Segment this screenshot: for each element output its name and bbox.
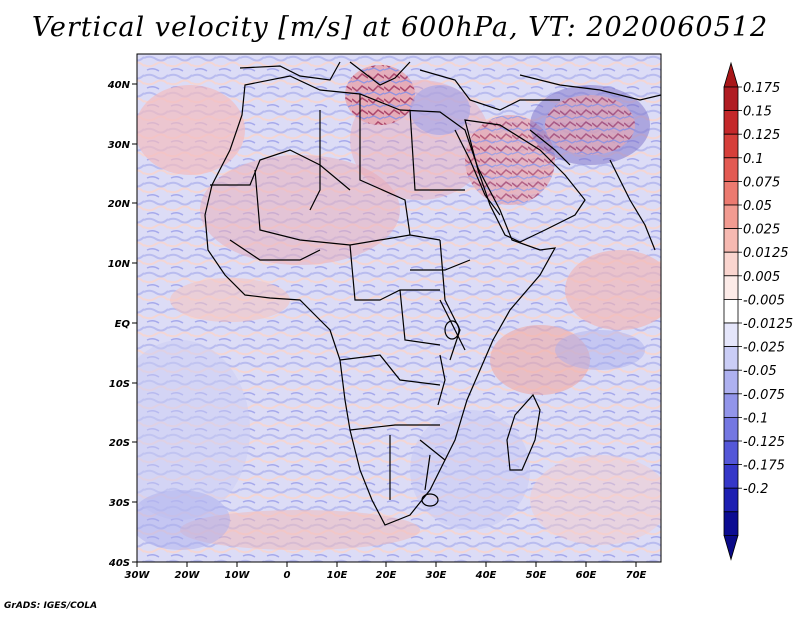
lat-label: 10S [109,379,130,390]
colorbar-swatch [723,110,739,135]
colorbar-label: -0.075 [743,388,785,403]
colorbar-swatch [723,86,739,112]
lon-label: 40E [475,570,497,581]
colorbar-swatch [723,251,739,277]
lat-label: EQ [115,319,131,330]
colorbar-label: 0.175 [743,81,780,96]
lon-label: 50E [526,570,547,581]
lat-axis-labels: 40N 30N 20N 10N EQ 10S 20S 30S 40S [107,80,131,569]
colorbar-swatch [723,322,739,348]
colorbar-swatch [723,369,739,395]
colorbar-label: 0.005 [743,270,780,285]
lon-label: 30E [426,570,447,581]
lat-label: 40S [108,558,130,569]
lon-axis-labels: 30W 20W 10W 0 10E 20E 30E 40E 50E 60E 70… [125,570,647,581]
colorbar-label: 0.0125 [743,246,789,261]
lat-label: 10N [108,259,131,270]
colorbar-label: -0.2 [743,482,768,497]
colorbar-top-arrow [723,61,739,88]
lat-label: 30S [109,498,130,509]
colorbar-swatch [723,440,739,466]
colorbar-swatch [723,157,739,182]
colorbar-swatch [723,416,739,442]
colorbar-label: -0.0125 [743,317,793,332]
lon-label: 70E [626,570,647,581]
footer-credit: GrADS: IGES/COLA [4,601,98,611]
colorbar-swatch [723,346,739,371]
lon-ticks [136,562,637,567]
colorbar-swatch [723,275,739,300]
colorbar-label: 0.15 [743,105,772,120]
colorbar-swatch [723,464,739,489]
colorbar-label: 0.075 [743,175,780,190]
map-frame [136,53,662,563]
lon-label: 10E [327,570,348,581]
lat-label: 30N [108,140,131,151]
colorbar-label: -0.175 [743,459,785,474]
map-title: Vertical velocity [m/s] at 600hPa, VT: 2… [31,12,769,43]
colorbar-swatch [723,511,739,536]
colorbar-swatch [723,133,739,159]
colorbar-swatch [723,180,739,206]
colorbar-swatch [723,393,739,418]
colorbar-swatch [723,298,739,324]
lat-ticks [132,83,137,563]
coastlines [204,61,661,526]
lat-label: 20S [109,438,130,449]
colorbar-label: -0.125 [743,435,785,450]
lat-label: 40N [107,80,131,91]
colorbar-label: -0.025 [743,341,785,356]
colorbar-label: 0.05 [743,199,772,214]
velocity-field [137,54,661,562]
colorbar-swatch [723,204,739,230]
lon-label: 60E [576,570,597,581]
lon-label: 10W [225,570,251,581]
colorbar: 0.175 0.15 0.125 0.1 0.075 0.05 0.025 0.0125 0.0… [723,61,793,561]
colorbar-bottom-arrow [723,535,739,561]
lon-label: 30W [125,570,151,581]
colorbar-swatch [723,228,739,253]
lat-label: 20N [108,199,131,210]
lon-label: 0 [284,570,291,581]
colorbar-swatch [723,487,739,513]
colorbar-label: -0.1 [743,411,768,426]
colorbar-label: 0.025 [743,223,780,238]
colorbar-label: 0.125 [743,128,780,143]
colorbar-label: 0.1 [743,152,764,167]
lon-label: 20W [175,570,201,581]
colorbar-label: -0.05 [743,364,777,379]
colorbar-label: -0.005 [743,293,785,308]
lon-label: 20E [376,570,397,581]
